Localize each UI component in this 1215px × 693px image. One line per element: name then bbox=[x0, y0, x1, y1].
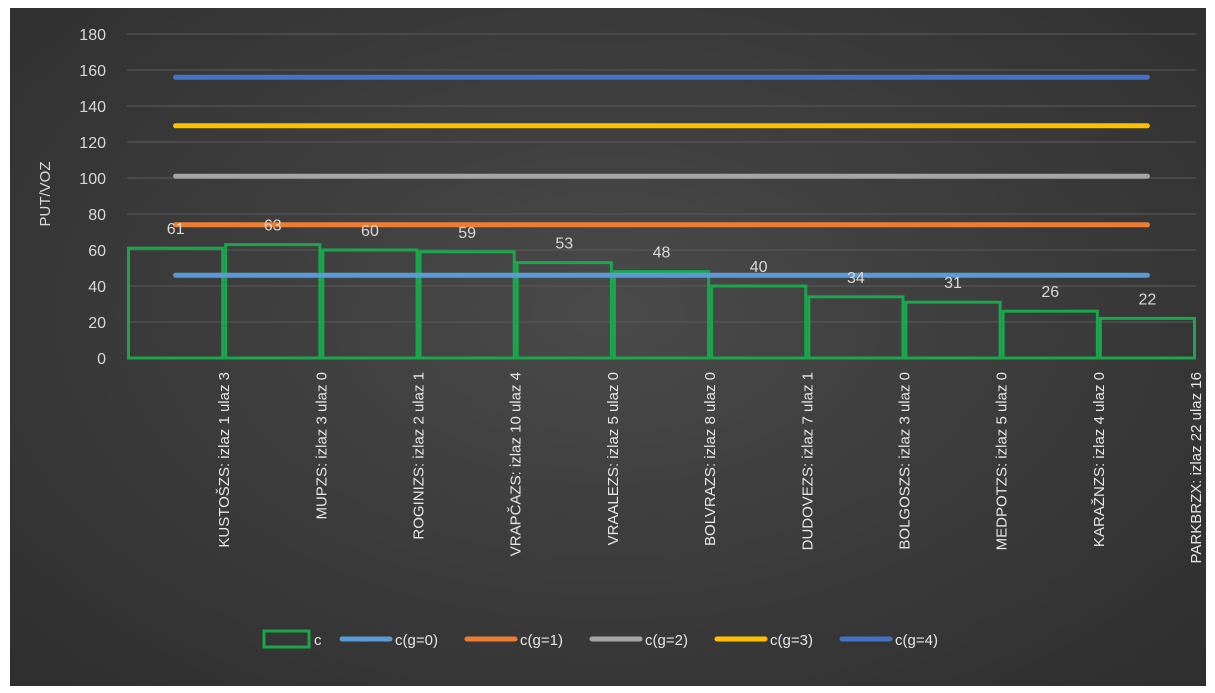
area-step-6 bbox=[612, 270, 711, 360]
y-tick-label: 180 bbox=[79, 27, 106, 44]
data-label: 34 bbox=[847, 270, 865, 287]
area-step-1 bbox=[127, 246, 225, 360]
area-step-11 bbox=[1098, 316, 1197, 360]
series-c-area bbox=[127, 243, 1197, 360]
x-category-label: KUSTOŠZS: izlaz 1 ulaz 3 bbox=[216, 372, 233, 548]
gridlines bbox=[127, 33, 1196, 359]
chart-svg: 0 20 40 60 80 100 120 140 160 180 61 63 60 59 53 48 40 3… bbox=[37, 27, 1205, 649]
y-tick-label: 80 bbox=[88, 207, 106, 224]
y-tick-label: 100 bbox=[79, 171, 106, 188]
legend-item-c(g=2): c(g=2) bbox=[589, 632, 688, 649]
data-label: 31 bbox=[944, 275, 962, 292]
area-step-2 bbox=[224, 243, 322, 360]
legend-swatch bbox=[262, 629, 311, 649]
data-label: 48 bbox=[653, 245, 671, 262]
data-label: 26 bbox=[1041, 284, 1059, 301]
area-step-9 bbox=[904, 300, 1002, 360]
y-tick-label: 160 bbox=[79, 63, 106, 80]
legend-label: c(g=0) bbox=[395, 632, 438, 649]
legend-item-c(g=1): c(g=1) bbox=[464, 632, 563, 649]
data-label: 61 bbox=[167, 221, 185, 238]
data-label: 53 bbox=[555, 236, 573, 253]
legend-item-c(g=4): c(g=4) bbox=[839, 632, 938, 649]
y-tick-label: 60 bbox=[88, 243, 106, 260]
legend-item-c: c bbox=[262, 629, 322, 649]
area-step-8 bbox=[807, 295, 905, 360]
x-category-label: PARKBRZX: izlaz 22 ulaz 16 bbox=[1188, 372, 1205, 563]
area-step-3 bbox=[321, 248, 419, 360]
x-category-label: VRAALEZS: izlaz 5 ulaz 0 bbox=[605, 372, 622, 545]
data-label: 60 bbox=[361, 223, 379, 240]
x-category-label: ROGINIZS: izlaz 2 ulaz 1 bbox=[411, 372, 428, 540]
data-labels: 61 63 60 59 53 48 40 34 31 26 22 bbox=[167, 218, 1157, 309]
x-category-label: BOLGOSZS: izlaz 3 ulaz 0 bbox=[896, 372, 913, 550]
y-tick-label: 140 bbox=[79, 99, 106, 116]
legend-label: c(g=3) bbox=[770, 632, 813, 649]
x-category-label: MEDPOTZS: izlaz 5 ulaz 0 bbox=[994, 372, 1011, 550]
y-tick-label: 20 bbox=[88, 315, 106, 332]
x-category-label: DUDOVEZS: izlaz 7 ulaz 1 bbox=[799, 372, 816, 550]
area-step-7 bbox=[710, 284, 808, 360]
y-tick-label: 40 bbox=[88, 279, 106, 296]
chart-area: 0 20 40 60 80 100 120 140 160 180 61 63 60 59 53 48 40 3… bbox=[10, 8, 1206, 686]
legend-item-c(g=0): c(g=0) bbox=[339, 632, 438, 649]
legend-label: c bbox=[314, 632, 322, 649]
x-axis-categories: KUSTOŠZS: izlaz 1 ulaz 3 MUPZS: izlaz 3 u… bbox=[216, 372, 1205, 563]
area-step-5 bbox=[515, 261, 613, 360]
legend-label: c(g=4) bbox=[895, 632, 938, 649]
y-axis-label: PUT/VOZ bbox=[37, 161, 54, 226]
x-category-label: MUPZS: izlaz 3 ulaz 0 bbox=[313, 372, 330, 520]
legend-label: c(g=1) bbox=[520, 632, 563, 649]
data-label: 63 bbox=[264, 218, 282, 235]
data-label: 59 bbox=[458, 225, 476, 242]
x-category-label: VRAPČAZS: izlaz 10 ulaz 4 bbox=[508, 372, 525, 556]
area-step-4 bbox=[418, 250, 516, 360]
data-label: 22 bbox=[1139, 291, 1157, 308]
legend-item-c(g=3): c(g=3) bbox=[714, 632, 813, 649]
legend-label: c(g=2) bbox=[645, 632, 688, 649]
area-step-10 bbox=[1001, 309, 1099, 360]
y-axis-ticks: 0 20 40 60 80 100 120 140 160 180 bbox=[79, 27, 106, 368]
x-category-label: BOLVRAZS: izlaz 8 ulaz 0 bbox=[702, 372, 719, 546]
y-tick-label: 0 bbox=[97, 351, 106, 368]
x-category-label: KARAŽNZS: izlaz 4 ulaz 0 bbox=[1091, 372, 1108, 547]
y-tick-label: 120 bbox=[79, 135, 106, 152]
data-label: 40 bbox=[750, 259, 768, 276]
threshold-lines bbox=[173, 74, 1150, 278]
legend: c c(g=0) c(g=1) c(g=2) c(g=3) c(g=4) bbox=[262, 629, 938, 649]
